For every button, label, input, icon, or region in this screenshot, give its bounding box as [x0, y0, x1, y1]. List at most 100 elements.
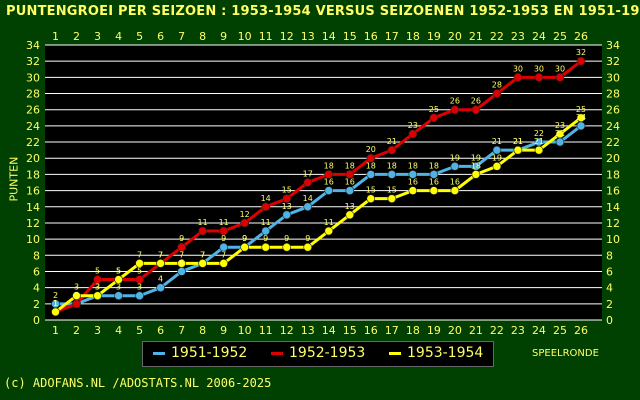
plot-area	[45, 45, 602, 320]
data-label-1951-1952: 9	[221, 234, 226, 243]
y-tick-label-right: 28	[606, 88, 620, 101]
data-point-1953-1954	[261, 242, 270, 252]
x-tick-label-bottom: 26	[574, 324, 588, 337]
data-label-1951-1952: 14	[303, 194, 313, 203]
data-point-1952-1953	[135, 275, 144, 284]
y-tick-label-left: 0	[33, 314, 40, 327]
data-label-1952-1953: 2	[74, 291, 79, 300]
data-label-1952-1953: 1	[53, 299, 58, 308]
y-tick-label-left: 18	[26, 168, 40, 181]
data-label-1951-1952: 21	[513, 137, 523, 146]
data-label-1951-1952: 9	[242, 234, 247, 243]
data-label-1951-1952: 18	[408, 161, 418, 170]
x-tick-label-top: 17	[385, 30, 399, 43]
data-label-1951-1952: 16	[345, 178, 355, 187]
data-label-1953-1954: 18	[471, 161, 481, 170]
y-tick-label-left: 30	[26, 71, 40, 84]
data-point-1953-1954	[282, 242, 292, 252]
data-point-1953-1954	[555, 129, 565, 139]
y-tick-label-left: 12	[26, 217, 40, 230]
legend: 1951-1952 1952-1953 1953-1954	[142, 341, 494, 367]
y-tick-label-left: 34	[26, 39, 40, 52]
data-label-1951-1952: 3	[95, 283, 100, 292]
x-tick-label-top: 21	[469, 30, 483, 43]
y-tick-label-left: 20	[26, 152, 40, 165]
data-point-1952-1953	[198, 226, 207, 236]
data-point-1952-1953	[282, 194, 292, 203]
data-label-1953-1954: 15	[366, 186, 376, 195]
data-label-1951-1952: 18	[366, 161, 376, 170]
data-point-1953-1954	[135, 259, 144, 268]
data-point-1951-1952	[492, 145, 502, 155]
data-point-1952-1953	[303, 178, 313, 187]
y-tick-label-left: 22	[26, 136, 40, 149]
data-point-1952-1953	[450, 105, 460, 115]
y-tick-label-right: 30	[606, 71, 620, 84]
data-label-1953-1954: 7	[158, 250, 163, 259]
data-label-1952-1953: 25	[429, 105, 439, 114]
data-label-1952-1953: 11	[219, 218, 229, 227]
data-label-1951-1952: 16	[324, 178, 334, 187]
data-point-1951-1952	[282, 210, 292, 220]
data-point-1952-1953	[492, 89, 502, 98]
x-tick-label-bottom: 17	[385, 324, 399, 337]
data-label-1953-1954: 9	[263, 234, 268, 243]
x-tick-label-bottom: 1	[52, 324, 59, 337]
data-label-1953-1954: 1	[53, 299, 58, 308]
data-label-1952-1953: 18	[324, 161, 334, 170]
data-label-1951-1952: 18	[429, 161, 439, 170]
data-point-1952-1953	[408, 129, 418, 139]
y-tick-label-left: 28	[26, 88, 40, 101]
data-label-1952-1953: 30	[534, 64, 544, 73]
data-point-1953-1954	[219, 259, 228, 268]
data-point-1953-1954	[93, 291, 102, 301]
data-label-1951-1952: 19	[450, 153, 460, 162]
x-tick-label-bottom: 16	[364, 324, 378, 337]
y-tick-label-right: 0	[606, 314, 613, 327]
data-label-1952-1953: 30	[555, 64, 565, 73]
y-tick-label-left: 24	[26, 120, 40, 133]
x-tick-label-bottom: 20	[448, 324, 462, 337]
data-point-1951-1952	[450, 162, 460, 171]
x-tick-label-bottom: 2	[73, 324, 80, 337]
y-tick-label-left: 4	[33, 282, 40, 295]
x-tick-label-bottom: 15	[343, 324, 357, 337]
y-tick-label-right: 4	[606, 282, 613, 295]
x-tick-label-bottom: 9	[220, 324, 227, 337]
x-tick-label-bottom: 4	[115, 324, 122, 337]
data-point-1952-1953	[219, 226, 228, 236]
copyright-footer: (c) ADOFANS.NL /ADOSTATS.NL 2006-2025	[4, 376, 272, 390]
data-label-1953-1954: 3	[74, 283, 79, 292]
legend-swatch-1953-1954	[389, 352, 401, 355]
data-point-1953-1954	[114, 275, 123, 284]
data-label-1953-1954: 7	[221, 250, 226, 259]
data-label-1953-1954: 9	[284, 234, 289, 243]
data-point-1952-1953	[534, 73, 544, 82]
data-label-1952-1953: 5	[116, 267, 121, 276]
legend-label-1953-1954: 1953-1954	[407, 345, 484, 361]
data-point-1952-1953	[93, 275, 102, 284]
data-label-1951-1952: 21	[492, 137, 502, 146]
y-tick-label-left: 14	[26, 201, 40, 214]
x-tick-label-top: 6	[157, 30, 164, 43]
data-point-1952-1953	[177, 242, 186, 252]
y-tick-label-left: 8	[33, 249, 40, 262]
data-point-1952-1953	[555, 73, 565, 82]
y-tick-label-right: 16	[606, 185, 620, 198]
data-point-1951-1952	[324, 186, 334, 195]
x-tick-label-bottom: 8	[199, 324, 206, 337]
data-label-1953-1954: 16	[429, 178, 439, 187]
data-point-1952-1953	[471, 105, 481, 115]
data-point-1951-1952	[177, 267, 186, 276]
data-label-1953-1954: 15	[387, 186, 397, 195]
data-label-1952-1953: 30	[513, 64, 523, 73]
data-point-1951-1952	[408, 170, 418, 179]
data-point-1953-1954	[450, 186, 460, 195]
x-tick-label-bottom: 14	[322, 324, 336, 337]
x-tick-label-top: 9	[220, 30, 227, 43]
data-label-1951-1952: 3	[116, 283, 121, 292]
x-tick-label-bottom: 6	[157, 324, 164, 337]
data-label-1951-1952: 22	[555, 129, 565, 138]
x-tick-label-top: 24	[532, 30, 546, 43]
